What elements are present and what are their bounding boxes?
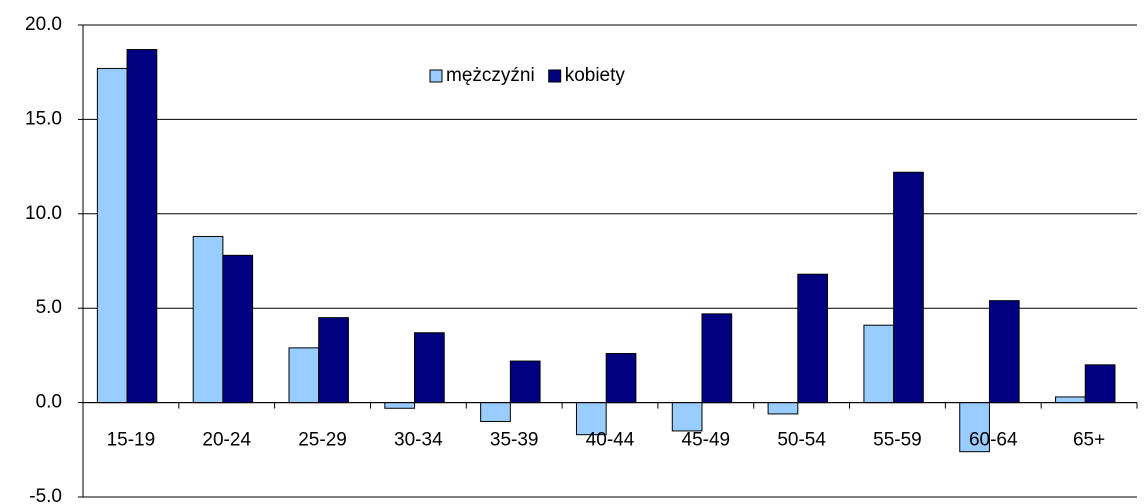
- y-tick-label: 15.0: [25, 108, 62, 129]
- bar: [318, 317, 349, 404]
- bar: [509, 360, 541, 404]
- y-tick-label: 5.0: [36, 297, 62, 318]
- x-tick-label: 40-44: [586, 430, 635, 451]
- y-tick-label: 0.0: [36, 392, 62, 413]
- x-tick-label: 25-29: [298, 430, 347, 451]
- bar: [701, 313, 733, 404]
- y-tick-label: -5.0: [29, 486, 62, 504]
- bar: [767, 402, 799, 415]
- bar: [222, 254, 254, 404]
- bar: [414, 332, 445, 404]
- bar: [797, 273, 829, 404]
- x-tick-label: 65+: [1073, 430, 1105, 451]
- bar: [893, 171, 924, 404]
- bar: [1084, 364, 1116, 404]
- bar: [96, 67, 128, 404]
- bar: [671, 402, 703, 432]
- x-tick-label: 45-49: [682, 430, 731, 451]
- legend-label: mężczyźni: [446, 65, 535, 86]
- bar: [192, 235, 224, 404]
- y-tick-label: 10.0: [25, 203, 62, 224]
- bar: [863, 324, 895, 404]
- bar: [959, 402, 990, 453]
- legend-label: kobiety: [565, 65, 626, 86]
- x-tick-label: 35-39: [490, 430, 539, 451]
- bar: [288, 347, 320, 404]
- x-tick-label: 20-24: [202, 430, 251, 451]
- bar: [988, 300, 1020, 404]
- x-tick-label: 15-19: [107, 430, 156, 451]
- bar: [1055, 396, 1086, 404]
- legend-swatch: [548, 69, 562, 83]
- x-tick-label: 30-34: [394, 430, 443, 451]
- x-tick-label: 55-59: [873, 430, 922, 451]
- x-tick-label: 50-54: [777, 430, 826, 451]
- bar: [480, 402, 511, 422]
- bar: [126, 49, 158, 404]
- x-tick-label: 60-64: [969, 430, 1018, 451]
- y-tick-label: 20.0: [25, 14, 62, 35]
- bar: [605, 353, 637, 404]
- bar: [575, 402, 607, 436]
- bar: [384, 402, 416, 409]
- legend-swatch: [429, 69, 443, 83]
